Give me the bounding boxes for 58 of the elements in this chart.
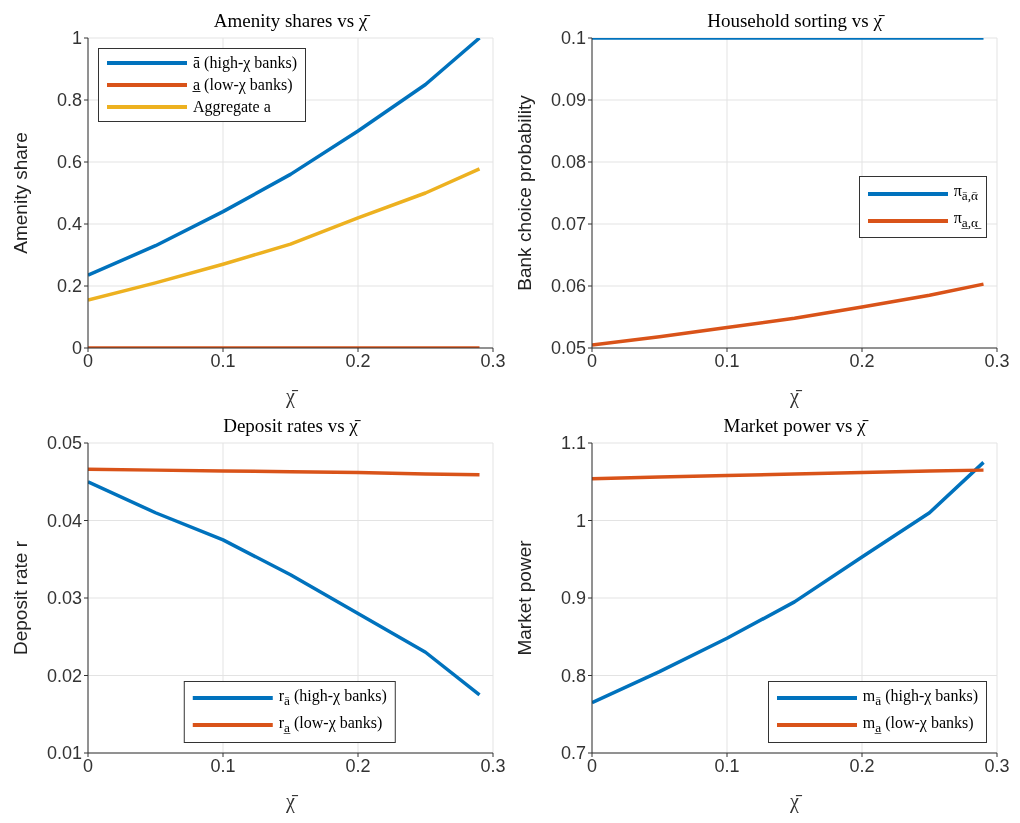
line-series bbox=[592, 468, 986, 481]
x-tick-label: 0.1 bbox=[714, 350, 740, 371]
y-tick-label: 0.08 bbox=[550, 152, 586, 173]
x-tick-label: 0.2 bbox=[849, 350, 875, 371]
legend-label: ā (high-χ banks) bbox=[193, 53, 297, 74]
y-axis-title: Amenity share bbox=[9, 132, 31, 254]
y-axis-title: Market power bbox=[513, 539, 535, 656]
x-axis-title: χ̄ bbox=[285, 790, 299, 813]
x-tick-label: 0.3 bbox=[984, 350, 1010, 371]
x-axis-title: χ̄ bbox=[789, 385, 803, 408]
legend-label: m$_{ā}$ (high-χ banks) bbox=[862, 685, 978, 710]
x-tick-label: 0.2 bbox=[849, 755, 875, 776]
x-tick-label: 0.1 bbox=[210, 350, 236, 371]
chart-title: Household sorting vs χ̄ bbox=[706, 10, 886, 32]
legend-label: π$_{ā,ᾱ}$ bbox=[953, 181, 978, 206]
y-tick-label: 0.09 bbox=[550, 90, 586, 111]
legend-label: r$_{ā}$ (high-χ banks) bbox=[278, 685, 387, 710]
chart-title: Deposit rates vs χ̄ bbox=[222, 415, 362, 437]
y-tick-label: 0.8 bbox=[56, 90, 82, 111]
y-tick-label: 0.03 bbox=[46, 588, 82, 609]
line-series bbox=[88, 38, 482, 277]
y-tick-label: 0.02 bbox=[46, 665, 82, 686]
y-tick-label: 0.8 bbox=[560, 665, 586, 686]
legend-label: r$_{a̲}$ (low-χ banks) bbox=[278, 712, 383, 737]
y-tick-label: 1 bbox=[575, 510, 586, 531]
y-tick-label: 0.06 bbox=[550, 276, 586, 297]
y-tick-label: 0.7 bbox=[560, 743, 586, 764]
legend-label: m$_{a̲}$ (low-χ banks) bbox=[862, 712, 974, 737]
legend-label: Aggregate a bbox=[193, 97, 271, 118]
y-tick-label: 1.1 bbox=[560, 433, 586, 454]
y-axis-title: Bank choice probability bbox=[513, 94, 535, 291]
x-tick-label: 0.1 bbox=[210, 755, 236, 776]
y-tick-label: 0.6 bbox=[56, 152, 82, 173]
y-tick-label: 0.2 bbox=[56, 276, 82, 297]
chart-title: Amenity shares vs χ̄ bbox=[212, 10, 371, 32]
y-tick-label: 0.05 bbox=[46, 433, 82, 454]
chart-title: Market power vs χ̄ bbox=[722, 415, 870, 437]
y-tick-label: 0.07 bbox=[550, 214, 586, 235]
x-tick-label: 0.3 bbox=[480, 350, 506, 371]
y-axis-title: Deposit rate r bbox=[9, 540, 31, 656]
x-tick-label: 0.1 bbox=[714, 755, 740, 776]
y-tick-label: 0.01 bbox=[46, 743, 82, 764]
x-axis-title: χ̄ bbox=[285, 385, 299, 408]
y-tick-label: 0.4 bbox=[56, 214, 82, 235]
legend-label: a̲ (low-χ banks) bbox=[193, 75, 293, 96]
x-tick-label: 0.3 bbox=[984, 755, 1010, 776]
y-tick-label: 0.9 bbox=[560, 588, 586, 609]
y-tick-label: 0.05 bbox=[550, 338, 586, 359]
line-series bbox=[592, 460, 986, 705]
line-series bbox=[592, 282, 986, 347]
x-axis-title: χ̄ bbox=[789, 790, 803, 813]
x-tick-label: 0.3 bbox=[480, 755, 506, 776]
x-tick-label: 0.2 bbox=[345, 755, 371, 776]
y-tick-label: 0.1 bbox=[560, 28, 586, 49]
y-tick-label: 1 bbox=[71, 28, 82, 49]
y-tick-label: 0.04 bbox=[46, 510, 82, 531]
line-series bbox=[88, 167, 482, 302]
x-tick-label: 0.2 bbox=[345, 350, 371, 371]
